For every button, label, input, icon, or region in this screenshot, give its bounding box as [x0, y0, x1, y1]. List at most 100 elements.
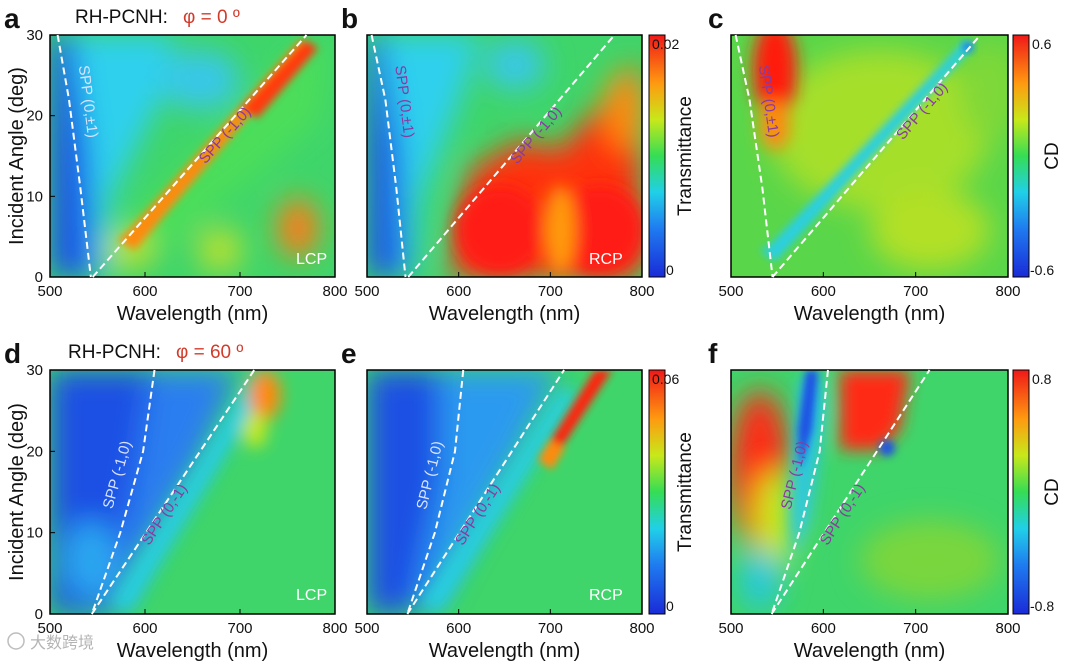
- panel-e-xtick-label: 800: [629, 620, 654, 637]
- colorbar-b-label: Transmittance: [675, 96, 696, 216]
- watermark: 大数跨境: [7, 632, 94, 652]
- panel-f-letter: f: [708, 338, 718, 369]
- panel-c-letter: c: [708, 3, 724, 34]
- panel-a-spp-curve: [56, 34, 92, 278]
- panel-f-spp-curve: [770, 369, 829, 615]
- panel-a: a SPP (0,±1) SPP (-1,0) LCP: [4, 3, 336, 278]
- panel-d-xtick-label: 800: [322, 620, 347, 637]
- colorbar-c-max: 0.6: [1032, 36, 1052, 52]
- panel-e-xlabel: Wavelength (nm): [429, 640, 581, 662]
- panel-a-xtick-label: 500: [37, 283, 62, 300]
- panel-e-spp-curve: [406, 369, 465, 615]
- colorbar-f-max: 0.8: [1032, 371, 1052, 387]
- colorbar-b-max: 0.02: [652, 36, 679, 52]
- panel-a-pol-label: LCP: [296, 251, 327, 268]
- panel-c-frame: [730, 34, 1009, 278]
- panel-c-xtick-label: 800: [995, 283, 1020, 300]
- panel-b-letter: b: [341, 3, 358, 34]
- panel-e-pol-label: RCP: [589, 587, 623, 604]
- colorbar-e-min: 0: [666, 598, 674, 614]
- panel-d-spp-curve: [90, 369, 256, 615]
- panel-e-spp-curve: [406, 369, 565, 615]
- colorbar-f-gradient: [1012, 369, 1030, 615]
- panel-a-ytick-label: 20: [26, 108, 43, 125]
- watermark-logo-icon: [7, 632, 25, 650]
- panel-f-xtick-label: 500: [718, 620, 743, 637]
- panel-b-spp-curve: [370, 34, 407, 278]
- colorbar-e-max: 0.06: [652, 371, 679, 387]
- panel-e-frame: [366, 369, 643, 615]
- panel-a-ytick-label: 10: [26, 188, 43, 205]
- row1-title-label: RH-PCNH:: [75, 7, 168, 28]
- axes-layer: 500 600 700 800 Wavelength (nm) 0 10 20 30 Incide…: [6, 27, 1021, 662]
- colorbar-c-gradient: [1012, 34, 1030, 278]
- colorbar-b-min: 0: [666, 262, 674, 278]
- panel-a-ytick-label: 30: [26, 27, 43, 44]
- panel-d-frame: [49, 369, 336, 615]
- panel-b-spp-curve: [407, 34, 616, 278]
- panel-d-ylabel: Incident Angle (deg): [6, 403, 28, 581]
- panel-e-xtick-label: 600: [446, 620, 471, 637]
- panel-f: f SPP (-1,0)SPP (0,-1): [708, 338, 1009, 615]
- panel-d-xtick-label: 700: [227, 620, 252, 637]
- panel-f-spp-curve: [770, 369, 931, 615]
- panel-e-letter: e: [341, 338, 357, 369]
- panel-b-xtick-label: 500: [354, 283, 379, 300]
- panel-a-letter: a: [4, 3, 20, 34]
- colorbar-c-min: -0.6: [1030, 262, 1054, 278]
- panel-e-xtick-label: 500: [354, 620, 379, 637]
- panel-b-pol-label: RCP: [589, 251, 623, 268]
- panel-e-heatmap: [367, 370, 642, 614]
- colorbar-e-label: Transmittance: [675, 432, 696, 552]
- panel-c-spp-curve: [771, 34, 982, 278]
- row1-title-phi: φ = 0 º: [183, 7, 240, 28]
- panel-d-spp-curve: [90, 369, 156, 615]
- panel-a-xtick-label: 800: [322, 283, 347, 300]
- panel-a-xlabel: Wavelength (nm): [117, 303, 269, 325]
- panel-b-xtick-label: 700: [538, 283, 563, 300]
- panel-a-frame: [49, 34, 336, 278]
- panel-b: b SPP (0,±1) SPP (-1,0) RCP: [341, 3, 643, 278]
- panel-e: e SPP (-1,0)SPP (0,-1) RCP: [341, 338, 643, 615]
- panel-d: d SPP (-1,0)SPP (0,-1) LCP: [4, 338, 336, 615]
- colorbar-f-min: -0.8: [1030, 598, 1054, 614]
- panel-d-xtick-label: 600: [132, 620, 157, 637]
- panel-f-xtick-label: 700: [903, 620, 928, 637]
- colorbar-c-label: CD: [1042, 142, 1063, 169]
- panel-c: c SPP (0,±1) SPP (-1,0): [708, 3, 1009, 278]
- colorbar-c: 0.6 -0.6 CD: [1012, 34, 1063, 278]
- panel-c-xtick-label: 700: [903, 283, 928, 300]
- colorbar-e-gradient: [648, 369, 666, 615]
- panel-d-letter: d: [4, 338, 21, 369]
- panel-f-xtick-label: 800: [995, 620, 1020, 637]
- panel-a-ytick-label: 0: [35, 269, 43, 286]
- panel-b-frame: [366, 34, 643, 278]
- panel-a-ylabel: Incident Angle (deg): [6, 67, 28, 245]
- panel-d-xtick-label: 500: [37, 620, 62, 637]
- panel-b-xlabel: Wavelength (nm): [429, 303, 581, 325]
- panel-d-xlabel: Wavelength (nm): [117, 640, 269, 662]
- colorbar-f: 0.8 -0.8 CD: [1012, 369, 1063, 615]
- panel-d-heatmap: [50, 370, 335, 614]
- panel-e-xtick-label: 700: [538, 620, 563, 637]
- panel-c-xlabel: Wavelength (nm): [794, 303, 946, 325]
- colorbar-f-label: CD: [1042, 478, 1063, 505]
- row2-title-label: RH-PCNH:: [68, 342, 161, 363]
- panel-b-xtick-label: 600: [446, 283, 471, 300]
- colorbar-e: 0.06 0 Transmittance: [648, 369, 696, 615]
- panel-b-heatmap: [367, 35, 642, 277]
- panel-c-xtick-label: 500: [718, 283, 743, 300]
- panel-d-ytick-label: 20: [26, 443, 43, 460]
- panel-b-xtick-label: 800: [629, 283, 654, 300]
- panel-a-heatmap: [50, 35, 335, 277]
- panel-f-heatmap: [731, 370, 1008, 614]
- panel-d-ytick-label: 30: [26, 362, 43, 379]
- panel-d-ytick-label: 10: [26, 525, 43, 542]
- panel-c-xtick-label: 600: [811, 283, 836, 300]
- panel-d-ytick-label: 0: [35, 606, 43, 623]
- colorbar-b-gradient: [648, 34, 666, 278]
- panel-a-spp-curve: [92, 34, 308, 278]
- panel-f-frame: [730, 369, 1009, 615]
- row2-title-phi: φ = 60 º: [176, 342, 243, 363]
